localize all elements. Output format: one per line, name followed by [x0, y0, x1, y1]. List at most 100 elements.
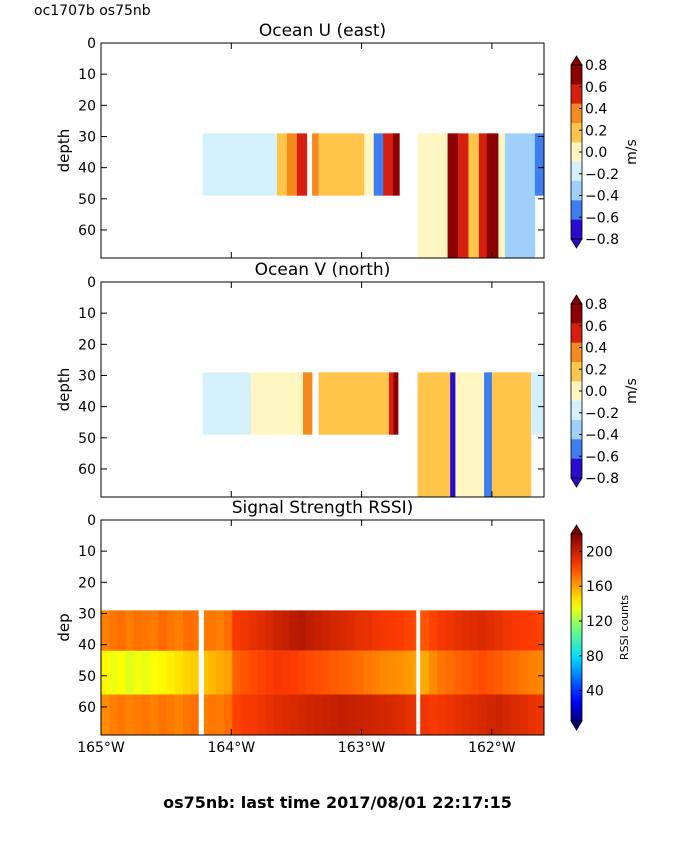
data-cell: [383, 133, 394, 196]
rssi-cell: [388, 610, 397, 651]
rssi-cell: [535, 650, 545, 695]
rssi-cell: [133, 650, 143, 695]
rssi-cell: [420, 650, 430, 695]
y-tick-label: 30: [78, 129, 96, 145]
y-tick-label: 50: [78, 669, 96, 685]
rssi-cell: [322, 694, 332, 735]
rssi-cell: [404, 694, 414, 735]
colorbar-segment: [571, 142, 582, 162]
data-cell: [417, 133, 448, 258]
y-tick-label: 50: [78, 192, 96, 208]
colorbar-tick-label: 0.6: [585, 319, 607, 335]
x-tick-label: 163°W: [338, 740, 386, 756]
rssi-cell: [355, 694, 364, 735]
rssi-cell: [461, 610, 471, 651]
data-cell: [388, 372, 394, 435]
y-axis-label: dep: [55, 613, 73, 641]
data-cell: [312, 133, 319, 196]
colorbar-tick-label: 0.8: [585, 297, 607, 313]
rssi-cell: [273, 694, 282, 735]
rssi-cell: [117, 694, 127, 735]
rssi-cell: [240, 610, 250, 651]
data-cell: [250, 372, 304, 435]
data-cell: [393, 372, 399, 435]
rssi-cell: [429, 694, 438, 735]
rssi-cell: [502, 650, 512, 695]
colorbar-tick-label: −0.4: [585, 428, 619, 444]
rssi-cell: [519, 610, 528, 651]
rssi-cell: [183, 650, 192, 695]
rssi-cell: [396, 610, 405, 651]
colorbar-tick-label: 160: [586, 579, 613, 595]
colorbar-segment: [571, 342, 582, 363]
panel-title: Ocean V (north): [255, 260, 391, 280]
rssi-cell: [142, 610, 151, 651]
rssi-cell: [306, 610, 315, 651]
rssi-cell: [363, 694, 373, 735]
rssi-cell: [330, 610, 340, 651]
rssi-cell: [404, 650, 414, 695]
colorbar-segment: [571, 362, 582, 382]
rssi-cell: [502, 610, 512, 651]
data-cell: [392, 133, 400, 196]
rssi-cell: [338, 694, 348, 735]
y-tick-label: 0: [87, 275, 96, 291]
colorbar-segment: [571, 304, 582, 324]
rssi-cell: [101, 610, 110, 651]
rssi-cell: [240, 650, 250, 695]
rssi-cell: [453, 650, 463, 695]
rssi-cell: [404, 610, 414, 651]
rssi-cell: [445, 650, 455, 695]
colorbar-extend-max: [570, 294, 583, 305]
colorbar-segment: [571, 323, 582, 343]
colorbar-gradient: [570, 533, 583, 722]
colorbar-segment: [571, 458, 582, 479]
rssi-cell: [166, 610, 176, 651]
colorbar-segment: [571, 219, 582, 240]
colorbar-tick-label: −0.8: [585, 471, 619, 487]
colorbar-tick-label: 200: [586, 544, 613, 560]
rssi-cell: [117, 650, 127, 695]
rssi-cell: [183, 694, 192, 735]
rssi-cell: [338, 610, 348, 651]
rssi-cell: [183, 610, 192, 651]
y-tick-label: 60: [78, 223, 96, 239]
data-cell: [276, 133, 288, 196]
rssi-cell: [322, 650, 332, 695]
rssi-cell: [297, 610, 307, 651]
rssi-cell: [486, 694, 496, 735]
colorbar-segment: [571, 200, 582, 220]
data-cell: [447, 133, 459, 258]
rssi-cell: [142, 650, 151, 695]
rssi-cell: [174, 650, 184, 695]
colorbar-tick-label: 0.6: [585, 80, 607, 96]
rssi-cell: [519, 694, 528, 735]
colorbar-segment: [571, 400, 582, 421]
y-tick-label: 10: [78, 544, 96, 560]
colorbar-label: RSSI counts: [618, 595, 631, 660]
axes-frame: [100, 281, 545, 498]
colorbar-segment: [571, 161, 582, 182]
last-time-label: os75nb: last time 2017/08/01 22:17:15: [163, 793, 512, 812]
y-tick-label: 60: [78, 700, 96, 716]
x-tick-label: 164°W: [208, 740, 256, 756]
rssi-cell: [207, 694, 217, 735]
rssi-cell: [535, 694, 545, 735]
colorbar-segment: [571, 381, 582, 401]
data-cell: [484, 372, 493, 497]
data-cell: [491, 372, 532, 497]
rssi-cell: [478, 610, 487, 651]
rssi-cell: [420, 610, 430, 651]
cruise-label: oc1707b os75nb: [34, 3, 151, 19]
rssi-cell: [314, 650, 323, 695]
data-cell: [498, 133, 506, 258]
axes-frame: [100, 519, 545, 736]
colorbar-label: m/s: [624, 139, 640, 165]
rssi-cell: [527, 650, 537, 695]
rssi-cell: [379, 650, 389, 695]
rssi-cell: [519, 650, 528, 695]
y-axis-label: depth: [55, 129, 73, 173]
rssi-cell: [347, 650, 356, 695]
rssi-cell: [388, 650, 397, 695]
colorbar-tick-label: −0.6: [585, 210, 619, 226]
